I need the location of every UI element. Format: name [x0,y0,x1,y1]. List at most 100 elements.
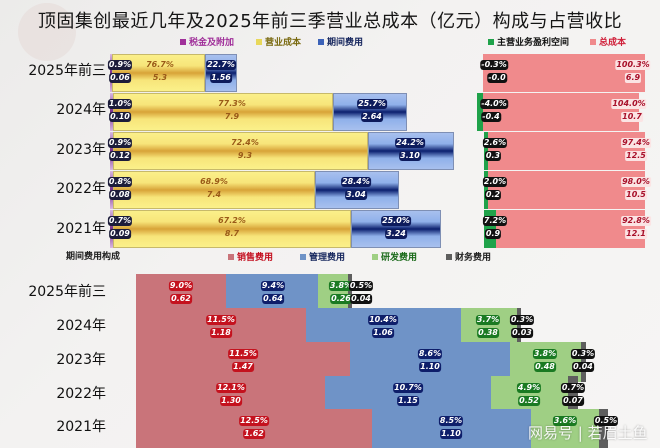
legend-finance-expense: 财务费用 [446,250,491,263]
legend-tax-swatch-icon [180,38,186,45]
legend-operating-cost: 营业成本 [256,35,301,48]
profit-value-label: -0.4 [481,112,501,122]
row-label-top: 2024年 [56,102,106,118]
total-cost-pct-label: 100.3% [615,60,651,70]
period-expense-pct-label: 22.7% [206,60,236,70]
tax-pct-label: 1.0% [107,99,133,109]
total-cost-segment [488,132,645,170]
admin-value-label: 1.15 [397,396,419,406]
tax-pct-label: 0.9% [107,60,133,70]
legend-profit-space-label: 主营业务盈利空间 [497,38,570,48]
rd-pct-label: 3.8% [532,349,558,359]
finance-value-label: 0.07 [562,396,584,406]
tax-pct-label: 0.7% [107,216,133,226]
admin-value-label: 1.10 [440,429,462,439]
admin-expense-segment [372,409,531,448]
legend-finance-label: 财务费用 [455,253,492,263]
sales-value-label: 1.62 [243,429,265,439]
admin-value-label: 1.10 [419,362,441,372]
rd-value-label: 0.38 [477,328,499,338]
legend-profit-space: 主营业务盈利空间 [488,35,569,48]
rd-pct-label: 3.7% [475,315,501,325]
row-label-top: 2021年 [56,221,106,237]
period-expense-pct-label: 24.2% [395,138,425,148]
finance-pct-label: 0.5% [593,416,619,426]
total-cost-value-label: 6.9 [624,73,642,83]
total-cost-bar: -0.3% -0.0 100.3% 6.9 [480,54,651,92]
period-expense-bar: 11.5% 1.47 8.6% 1.10 3.8% 0.48 0.3% 0.04 [136,342,596,382]
period-expense-value-label: 3.10 [399,151,421,161]
total-cost-bar: 2.0% 0.2 98.0% 10.5 [482,171,651,209]
operating-cost-pct-label: 67.2% [218,216,246,225]
profit-value-label: -0.0 [487,73,507,83]
netease-watermark: 网易号 | 若眉土鱼 [528,424,648,442]
sales-value-label: 1.18 [210,328,232,338]
period-expense-bar: 12.5% 1.62 8.5% 1.10 3.6% 0.5% [136,409,619,448]
legend-finance-swatch-icon [446,253,452,260]
legend-total-cost-label: 总成本 [599,38,627,48]
legend-rd-swatch-icon [372,253,378,260]
operating-cost-pct-label: 72.4% [231,138,259,147]
tax-value-label: 0.12 [109,151,131,161]
period-expense-pct-label: 28.4% [341,177,371,187]
operating-cost-pct-label: 77.3% [218,99,246,108]
sales-pct-label: 11.5% [206,315,236,325]
finance-pct-label: 0.3% [570,349,596,359]
profit-value-label: 0.2 [484,190,502,200]
profit-pct-label: -0.3% [480,60,508,70]
total-cost-pct-label: 97.4% [621,138,651,148]
legend-sales-expense: 销售费用 [228,250,273,263]
sales-pct-label: 11.5% [228,349,258,359]
admin-value-label: 0.64 [262,294,284,304]
rd-pct-label: 3.8% [328,281,354,291]
tax-pct-label: 0.8% [107,177,133,187]
operating-cost-value-label: 7.4 [206,190,222,199]
sales-value-label: 0.62 [170,294,192,304]
cost-structure-bar: 0.9% 0.12 72.4% 9.3 24.2% 3.10 [107,132,454,170]
cost-structure-bar: 0.8% 0.08 68.9% 7.4 28.4% 3.04 [107,171,399,209]
tax-value-label: 0.09 [109,229,131,239]
profit-pct-label: -4.0% [480,99,508,109]
sales-pct-label: 9.0% [168,281,194,291]
period-expense-section-title: 期间费用构成 [66,252,121,262]
row-label-bottom: 2025年前三 [28,284,106,300]
rd-value-label: 0.48 [534,362,556,372]
profit-value-label: 0.3 [484,151,502,161]
legend-operating-cost-swatch-icon [256,38,262,45]
rd-expense-segment [531,409,599,448]
admin-pct-label: 10.7% [393,383,423,393]
total-cost-pct-label: 98.0% [621,177,651,187]
admin-value-label: 1.06 [372,328,394,338]
total-cost-bar: 2.6% 0.3 97.4% 12.5 [482,132,651,170]
operating-cost-segment [113,171,315,209]
finance-pct-label: 0.7% [560,383,586,393]
operating-cost-value-label: 8.7 [224,229,240,238]
sales-value-label: 1.30 [220,396,242,406]
total-cost-value-label: 12.5 [625,151,647,161]
finance-value-label: 0.04 [572,362,594,372]
admin-pct-label: 8.5% [438,416,464,426]
total-cost-value-label: 10.7 [621,112,643,122]
total-cost-segment [496,210,645,248]
admin-pct-label: 9.4% [260,281,286,291]
legend-sales-label: 销售费用 [237,253,274,263]
legend-tax: 税金及附加 [180,35,234,48]
rd-pct-label: 3.6% [552,416,578,426]
legend-sales-swatch-icon [228,253,234,260]
operating-cost-value-label: 5.3 [152,73,168,82]
legend-period-expense-label: 期间费用 [327,38,364,48]
legend-total-cost: 总成本 [590,35,626,48]
sales-pct-label: 12.1% [216,383,246,393]
row-label-bottom: 2024年 [56,318,106,334]
total-cost-value-label: 10.5 [625,190,647,200]
legend-operating-cost-label: 营业成本 [265,38,302,48]
total-cost-pct-label: 104.0% [611,99,647,109]
finance-pct-label: 0.5% [348,281,374,291]
tax-value-label: 0.10 [109,112,131,122]
legend-tax-label: 税金及附加 [189,38,235,48]
finance-value-label: 0.03 [511,328,533,338]
tax-value-label: 0.08 [109,190,131,200]
period-expense-value-label: 2.64 [361,112,383,122]
row-label-bottom: 2021年 [56,419,106,435]
profit-space-segment [477,93,483,131]
